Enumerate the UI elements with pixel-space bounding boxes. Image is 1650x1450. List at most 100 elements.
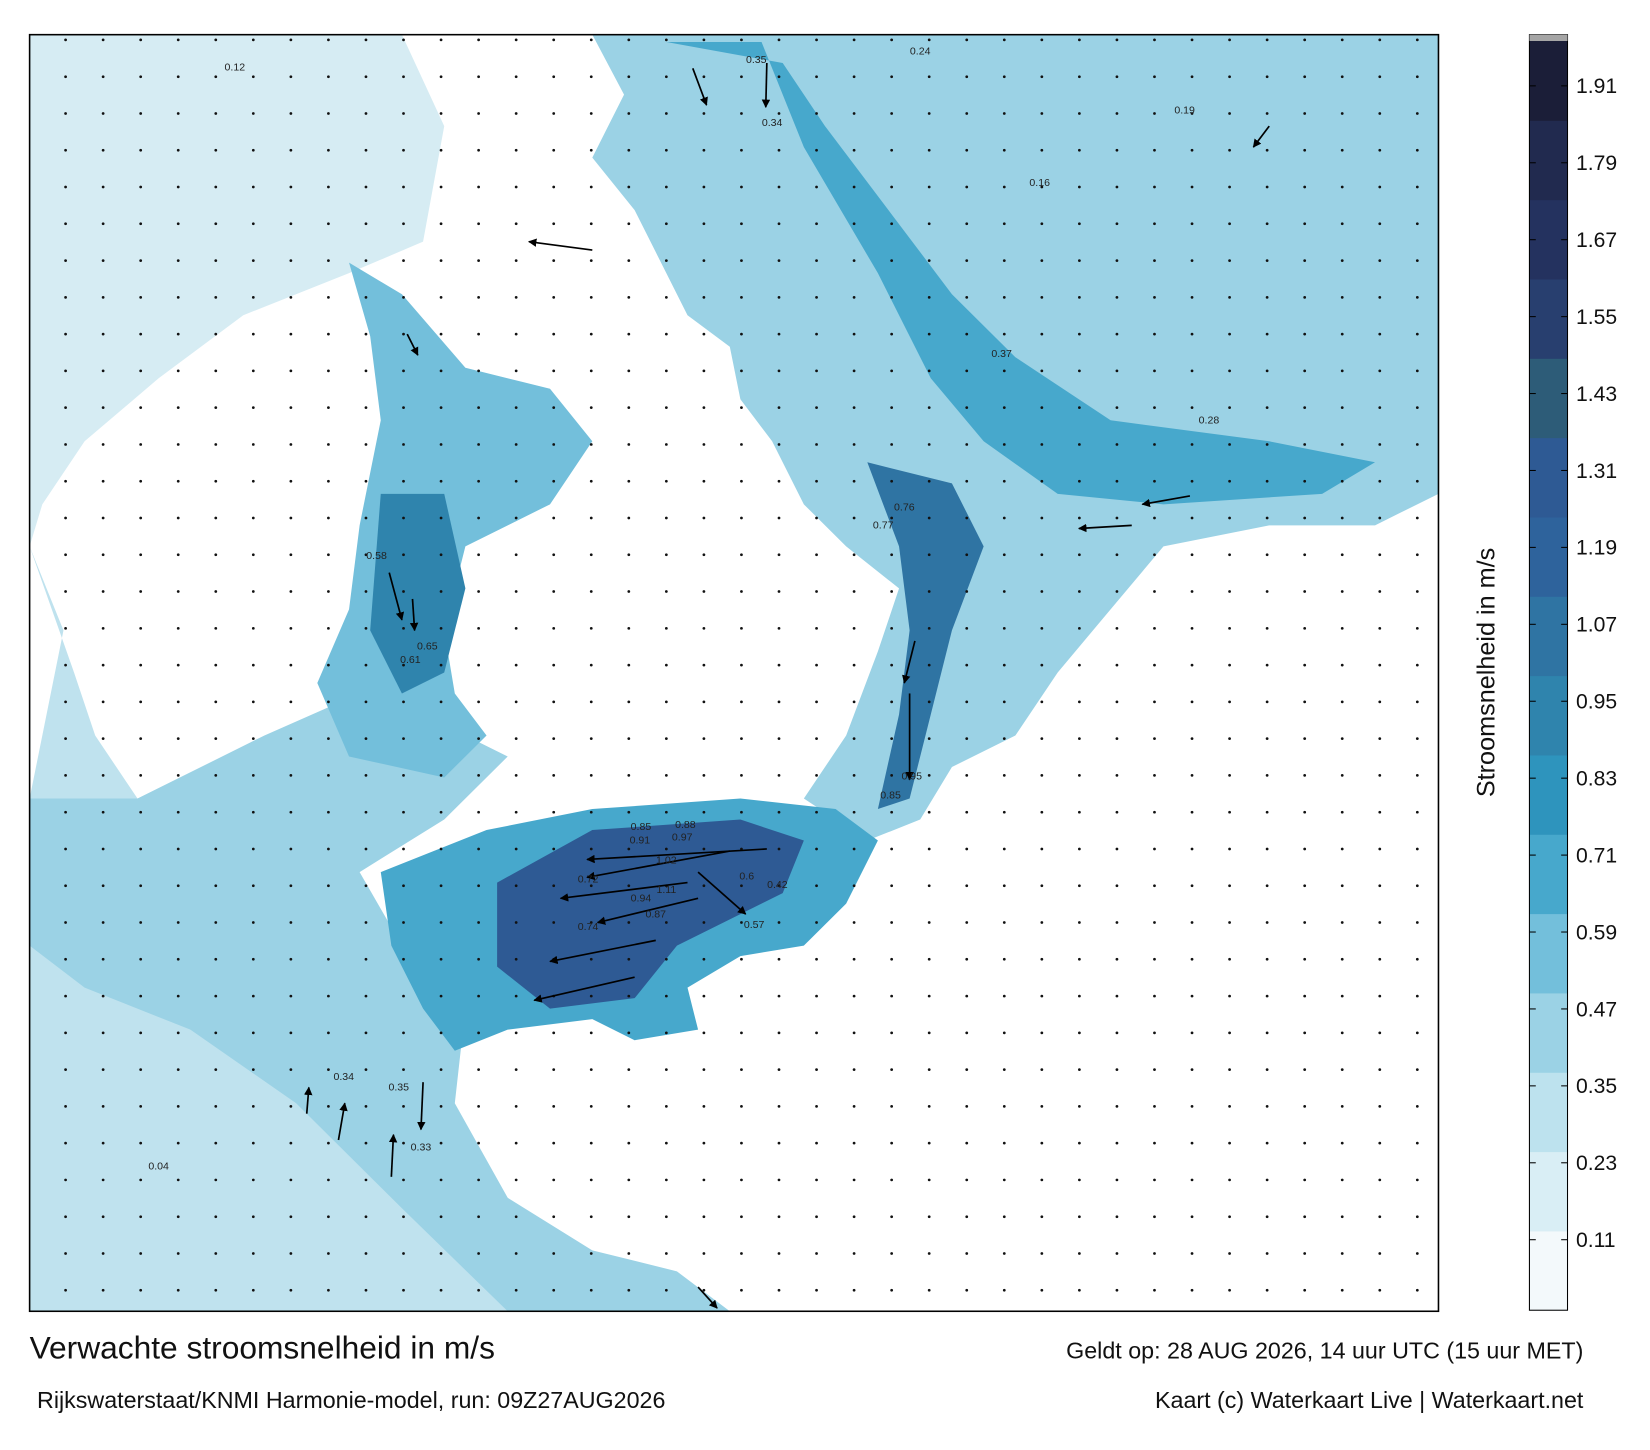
grid-dot [552, 75, 556, 79]
grid-dot [439, 921, 443, 924]
grid-dot [740, 112, 743, 115]
grid-dot [477, 1068, 480, 1071]
current-value: 0.85 [631, 821, 652, 833]
grid-dot [1378, 1031, 1382, 1035]
colorbar-band [1529, 913, 1568, 994]
grid-dot [514, 369, 518, 373]
grid-dot [1415, 847, 1419, 851]
grid-dot [364, 1031, 368, 1035]
grid-dot [139, 112, 143, 115]
grid-dot [364, 1215, 368, 1219]
grid-dot [176, 38, 180, 42]
grid-dot [702, 921, 706, 924]
grid-dot [139, 1141, 143, 1145]
grid-dot [477, 516, 480, 520]
grid-dot [777, 1031, 781, 1035]
grid-dot [64, 774, 67, 777]
grid-dot [777, 957, 781, 961]
grid-dot [552, 737, 556, 741]
current-value: 0.65 [417, 640, 438, 652]
grid-dot [927, 994, 931, 998]
grid-dot [740, 700, 743, 704]
grid-dot [927, 112, 931, 115]
current-arrow [697, 871, 747, 915]
grid-dot [702, 1031, 706, 1035]
grid-dot [852, 295, 856, 299]
credit: Kaart (c) Waterkaart Live | Waterkaart.n… [1155, 1387, 1584, 1413]
grid-dot [664, 626, 668, 630]
grid-dot [1378, 148, 1382, 152]
grid-dot [402, 332, 405, 336]
grid-dot [1078, 774, 1081, 777]
grid-dot [927, 810, 931, 814]
grid-dot [1078, 590, 1081, 593]
grid-dot [514, 590, 518, 593]
grid-dot [740, 1141, 743, 1145]
grid-dot [777, 479, 781, 483]
grid-dot [1040, 921, 1044, 924]
grid-dot [1228, 479, 1231, 483]
colorbar-tick-label: 1.43 [1576, 383, 1617, 406]
grid-dot [965, 884, 969, 888]
grid-dot [1303, 884, 1307, 888]
grid-dot [101, 663, 105, 667]
grid-dot [1040, 516, 1044, 520]
grid-dot [852, 1068, 856, 1071]
grid-dot [327, 1141, 330, 1145]
grid-dot [251, 295, 255, 299]
grid-dot [1078, 884, 1081, 888]
grid-dot [777, 810, 781, 814]
grid-dot [1378, 700, 1382, 704]
grid-dot [1153, 810, 1156, 814]
grid-dot [777, 921, 781, 924]
grid-dot [890, 443, 894, 446]
grid-dot [327, 553, 330, 557]
grid-dot [439, 1178, 443, 1182]
grid-dot [702, 737, 706, 741]
grid-dot [176, 332, 180, 336]
grid-dot [176, 884, 180, 888]
grid-dot [289, 590, 293, 593]
grid-dot [1115, 148, 1119, 152]
grid-dot [1378, 626, 1382, 630]
grid-dot [740, 663, 743, 667]
grid-dot [1228, 443, 1231, 446]
grid-dot [214, 185, 218, 189]
grid-dot [1265, 259, 1269, 262]
grid-dot [1415, 38, 1419, 42]
grid-dot [327, 1105, 330, 1108]
grid-dot [1002, 1141, 1006, 1145]
grid-dot [1078, 222, 1081, 226]
grid-dot [1265, 1178, 1269, 1182]
grid-dot [176, 847, 180, 851]
grid-dot [439, 553, 443, 557]
grid-dot [1303, 994, 1307, 998]
grid-dot [514, 112, 518, 115]
grid-dot [1415, 112, 1419, 115]
grid-dot [1228, 957, 1231, 961]
grid-dot [364, 663, 368, 667]
grid-dot [477, 259, 480, 262]
grid-dot [176, 516, 180, 520]
grid-dot [1303, 810, 1307, 814]
grid-dot [1115, 1178, 1119, 1182]
grid-dot [664, 957, 668, 961]
grid-dot [1040, 1141, 1044, 1145]
grid-dot [777, 847, 781, 851]
grid-dot [1378, 1105, 1382, 1108]
grid-dot [364, 921, 368, 924]
grid-dot [327, 921, 330, 924]
grid-dot [777, 443, 781, 446]
current-value: 0.34 [333, 1071, 354, 1083]
grid-dot [552, 847, 556, 851]
grid-dot [1378, 443, 1382, 446]
grid-dot [815, 38, 818, 42]
grid-dot [364, 810, 368, 814]
grid-dot [439, 737, 443, 741]
grid-dot [702, 957, 706, 961]
grid-dot [1340, 185, 1344, 189]
grid-dot [777, 737, 781, 741]
grid-dot [777, 774, 781, 777]
grid-dot [740, 626, 743, 630]
current-value: 0.95 [901, 771, 922, 783]
